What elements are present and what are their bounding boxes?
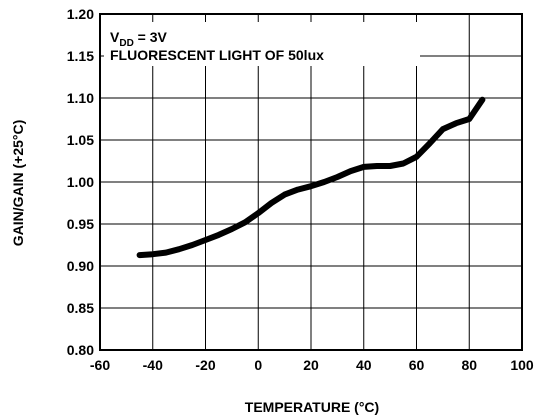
x-tick-label: 20 (303, 357, 319, 373)
y-tick-label: 0.80 (67, 342, 94, 358)
x-tick-label: -60 (90, 357, 110, 373)
light-annotation: FLUORESCENT LIGHT OF 50lux (110, 47, 324, 63)
y-tick-label: 0.95 (67, 216, 94, 232)
y-tick-label: 1.15 (67, 48, 94, 64)
y-tick-label: 1.05 (67, 132, 94, 148)
vdd-value: = 3V (134, 29, 168, 45)
vdd-subscript: DD (119, 38, 133, 49)
vdd-annotation: VDD = 3V (110, 29, 168, 49)
x-tick-label: 40 (356, 357, 372, 373)
x-tick-label: 0 (254, 357, 262, 373)
y-axis-title: GAIN/GAIN (+25°C) (10, 120, 26, 247)
vdd-prefix: V (110, 29, 120, 45)
x-tick-label: 80 (461, 357, 477, 373)
x-tick-label: -20 (195, 357, 215, 373)
y-tick-label: 1.10 (67, 90, 94, 106)
series (136, 96, 486, 259)
y-tick-labels: 0.80 0.85 0.90 0.95 1.00 1.05 1.10 1.15 1.20 (67, 6, 94, 358)
x-tick-label: 60 (409, 357, 425, 373)
y-tick-label: 0.90 (67, 258, 94, 274)
series-line (136, 96, 486, 259)
x-tick-label: 100 (510, 357, 534, 373)
annotation-box (104, 22, 420, 66)
x-axis-title: TEMPERATURE (°C) (245, 399, 379, 415)
y-tick-label: 1.20 (67, 6, 94, 22)
x-tick-labels: -60 -40 -20 0 20 40 60 80 100 (90, 357, 534, 373)
x-tick-label: -40 (143, 357, 163, 373)
plot-frame (99, 13, 523, 351)
y-tick-label: 0.85 (67, 300, 94, 316)
y-tick-label: 1.00 (67, 174, 94, 190)
